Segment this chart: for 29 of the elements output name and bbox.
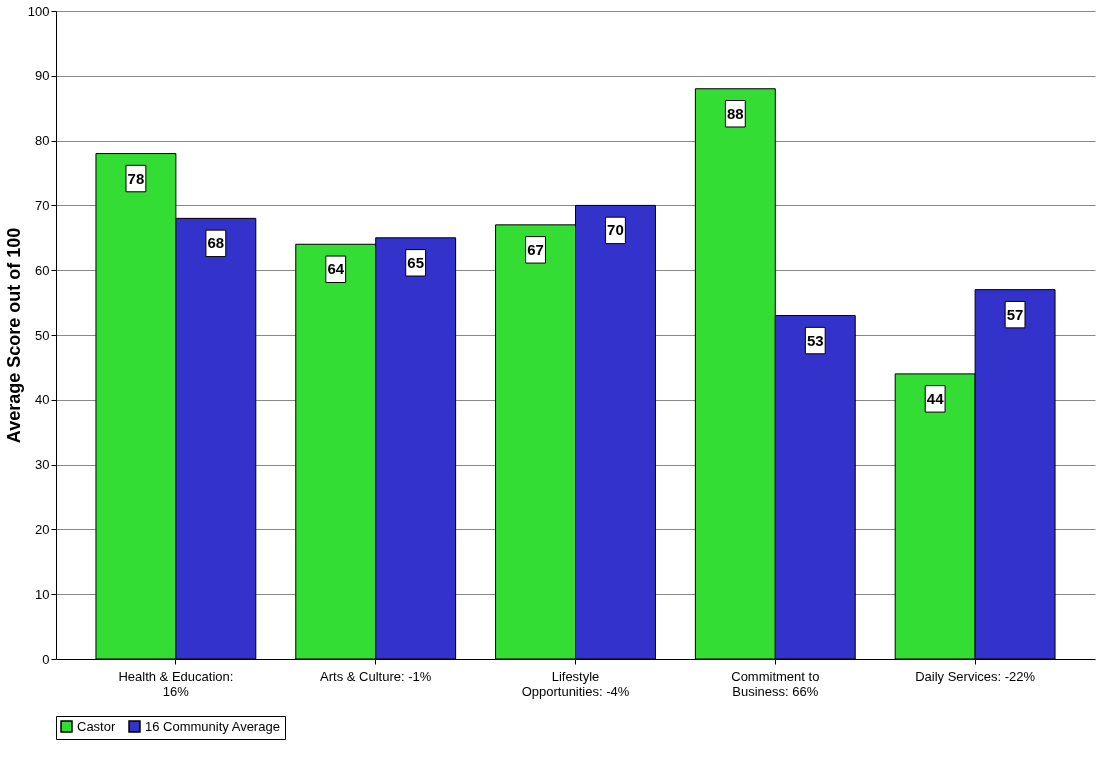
data-label: 68 <box>207 234 225 252</box>
x-tick-label: Daily Services: -22% <box>915 668 1036 684</box>
legend-label: 16 Community Average <box>145 718 280 734</box>
y-tick-label: 80 <box>35 133 50 149</box>
data-label: 44 <box>926 389 945 407</box>
data-label: 88 <box>727 104 744 122</box>
y-tick-label: 100 <box>27 3 50 19</box>
x-tick-label: Lifestyle Opportunities: -4% <box>521 668 630 699</box>
y-tick-label: 10 <box>35 586 50 602</box>
y-tick-label: 70 <box>35 197 50 213</box>
legend-label: Castor <box>77 718 116 734</box>
y-tick-label: 30 <box>35 457 50 473</box>
data-label: 78 <box>127 169 145 187</box>
x-tick-label: Health & Education: 16% <box>118 668 234 699</box>
data-label: 70 <box>607 221 624 239</box>
data-label: 64 <box>327 260 345 278</box>
y-axis-title: Average Score out of 100 <box>3 227 24 444</box>
y-tick-label: 60 <box>35 262 50 278</box>
data-label: 57 <box>1006 305 1024 323</box>
data-label: 65 <box>407 253 424 271</box>
y-tick-label: 20 <box>35 521 50 537</box>
y-tick-label: 40 <box>35 392 50 408</box>
y-tick-label: 0 <box>42 651 50 667</box>
y-tick-label: 50 <box>35 327 50 343</box>
y-tick-label: 90 <box>35 68 50 84</box>
x-tick-label: Commitment to Business: 66% <box>731 668 820 699</box>
data-label: 53 <box>806 331 824 349</box>
data-label: 67 <box>527 240 544 258</box>
x-tick-label: Arts & Culture: -1% <box>320 668 432 684</box>
